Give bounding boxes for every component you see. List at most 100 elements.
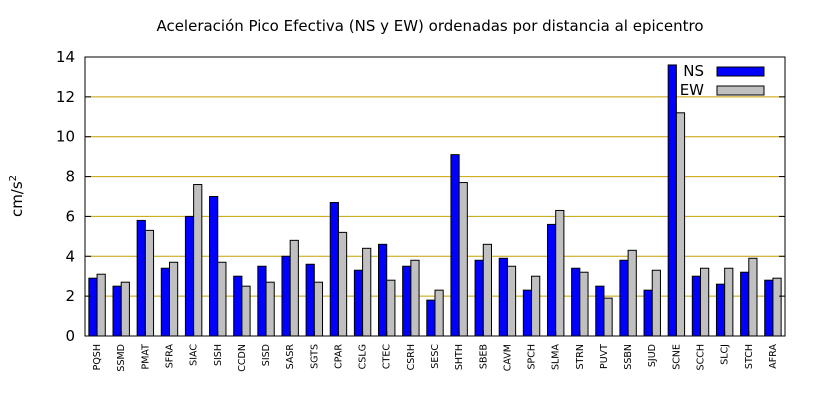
bar-ew-pmat xyxy=(144,229,155,337)
x-tick-label: SSBN xyxy=(623,344,634,370)
x-tick-label: SISD xyxy=(261,344,272,366)
y-tick-label: 6 xyxy=(65,207,75,225)
y-tick-label: 14 xyxy=(56,48,75,66)
x-tick-label: PQSH xyxy=(92,344,103,370)
legend-swatch-ns xyxy=(716,66,765,77)
legend-label-ew: EW xyxy=(680,81,704,99)
y-axis-label-unit: cm/s xyxy=(8,181,26,217)
bar-ew-scch xyxy=(700,267,710,337)
bar-ns-pqsh xyxy=(88,277,98,337)
bar-ns-sasr xyxy=(281,255,291,337)
x-tick-label: CPAR xyxy=(333,344,344,369)
bar-ns-sesc xyxy=(426,299,436,337)
x-tick-label: CCDN xyxy=(237,344,248,372)
bar-ns-cpar xyxy=(329,201,339,337)
bar-ns-strn xyxy=(571,267,581,337)
x-tick-label: SESC xyxy=(430,344,441,369)
bar-ns-stch xyxy=(740,271,750,337)
bar-ew-cpar xyxy=(337,231,348,337)
bar-ew-strn xyxy=(579,271,589,337)
x-tick-label: SPCH xyxy=(527,344,538,370)
y-tick-label: 12 xyxy=(56,88,75,106)
bar-ns-shth xyxy=(450,154,460,337)
bar-ew-sjud xyxy=(651,269,661,337)
bars xyxy=(88,64,782,337)
bar-ew-ctec xyxy=(386,279,396,337)
bar-ew-sfra xyxy=(168,261,179,337)
bar-ns-sbeb xyxy=(474,259,484,337)
y-tick-label: 2 xyxy=(65,287,75,305)
bar-ns-slma xyxy=(546,223,557,337)
x-axis-ticks: PQSH SSMD PMAT SFRA SIAC SISH CCDN SISD SASR SGTS… xyxy=(92,331,779,372)
bar-ns-ccdn xyxy=(233,275,243,337)
bar-ns-puvt xyxy=(595,285,605,337)
bar-ns-ssmd xyxy=(112,285,122,337)
bar-ew-ssmd xyxy=(120,281,130,337)
x-tick-label: SJUD xyxy=(647,344,658,367)
x-tick-label: SGTS xyxy=(309,344,320,369)
y-tick-label: 10 xyxy=(56,128,75,146)
x-tick-label: SLMA xyxy=(551,344,562,371)
bar-ew-pqsh xyxy=(96,273,106,337)
bar-ns-afra xyxy=(764,279,774,337)
bar-ns-csrh xyxy=(402,265,412,337)
bar-ew-ccdn xyxy=(241,285,251,337)
bar-ew-sisd xyxy=(265,281,275,337)
legend-label-ns: NS xyxy=(683,62,704,80)
x-tick-label: SCNE xyxy=(671,344,682,370)
y-axis-ticks: 0 2 4 6 8 10 12 14 xyxy=(56,48,785,345)
x-tick-label: CSLG xyxy=(358,344,369,369)
bar-ns-ctec xyxy=(378,243,388,337)
bar-ew-siac xyxy=(193,184,203,337)
bar-ew-cslg xyxy=(362,247,372,337)
y-tick-label: 4 xyxy=(65,247,75,265)
bar-ns-pmat xyxy=(136,219,146,337)
x-tick-label: STCH xyxy=(744,344,755,369)
chart-title: Aceleración Pico Efectiva (NS y EW) orde… xyxy=(156,17,703,35)
bar-ew-afra xyxy=(772,277,782,337)
bar-ew-ssbn xyxy=(627,249,637,337)
bar-ns-scch xyxy=(691,275,702,337)
x-tick-label: SIAC xyxy=(189,344,200,366)
x-tick-label: CAVM xyxy=(502,344,513,371)
bar-ew-sish xyxy=(217,261,227,337)
x-tick-label: AFRA xyxy=(768,344,779,369)
y-tick-label: 0 xyxy=(65,327,75,345)
bar-ns-scne xyxy=(667,64,677,337)
x-tick-label: CSRH xyxy=(406,344,417,370)
y-axis-label: cm/s2 xyxy=(8,175,26,217)
bar-ew-sgts xyxy=(313,281,324,337)
y-tick-label: 8 xyxy=(65,168,75,186)
bar-ew-sesc xyxy=(434,289,444,337)
bar-ns-ssbn xyxy=(619,259,629,337)
x-tick-label: SBEB xyxy=(478,344,489,369)
x-tick-label: PMAT xyxy=(140,344,151,370)
x-tick-label: SASR xyxy=(285,344,296,370)
bar-ns-spch xyxy=(522,289,533,337)
bar-ns-cavm xyxy=(498,257,508,337)
bar-ew-scne xyxy=(675,112,686,337)
x-tick-label: SCCH xyxy=(696,344,707,370)
bar-ew-stch xyxy=(748,257,758,337)
bar-ew-sasr xyxy=(289,239,299,337)
x-tick-label: SFRA xyxy=(164,344,175,369)
bar-ns-sjud xyxy=(643,289,653,337)
bar-ew-slma xyxy=(555,209,565,337)
bar-ew-cavm xyxy=(506,265,517,337)
bar-ew-csrh xyxy=(410,259,420,337)
x-tick-label: SLCJ xyxy=(720,344,731,365)
bar-ns-sish xyxy=(209,196,219,337)
legend-swatch-ew xyxy=(716,85,765,96)
bar-ew-slcj xyxy=(724,267,734,337)
x-tick-label: STRN xyxy=(575,344,586,370)
bar-ns-slcj xyxy=(715,283,726,337)
bar-ns-cslg xyxy=(353,269,364,337)
bar-ns-siac xyxy=(184,215,195,337)
bar-ew-puvt xyxy=(603,297,613,337)
bar-ew-spch xyxy=(531,275,541,337)
bar-ns-sisd xyxy=(257,265,267,337)
bar-ew-sbeb xyxy=(482,243,492,337)
